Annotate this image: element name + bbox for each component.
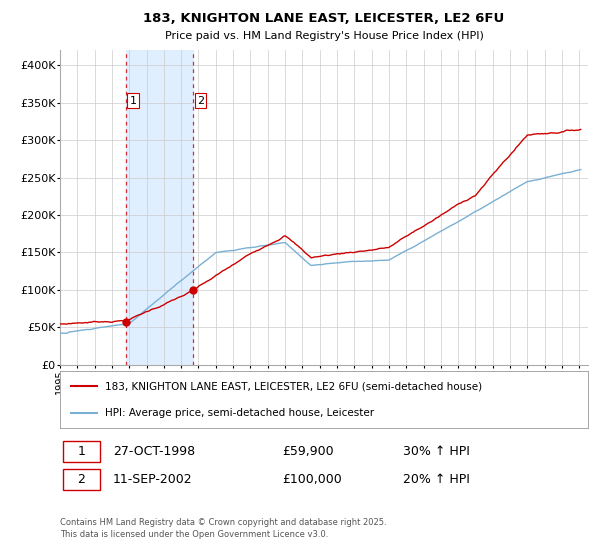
Text: 183, KNIGHTON LANE EAST, LEICESTER, LE2 6FU: 183, KNIGHTON LANE EAST, LEICESTER, LE2 … [143,12,505,25]
Text: Price paid vs. HM Land Registry's House Price Index (HPI): Price paid vs. HM Land Registry's House … [164,31,484,41]
FancyBboxPatch shape [62,469,100,490]
Bar [126,50,193,365]
Text: 2: 2 [197,96,204,106]
FancyBboxPatch shape [62,441,100,461]
Text: Contains HM Land Registry data © Crown copyright and database right 2025.
This d: Contains HM Land Registry data © Crown c… [60,518,386,539]
Text: 20% ↑ HPI: 20% ↑ HPI [403,473,470,486]
Text: HPI: Average price, semi-detached house, Leicester: HPI: Average price, semi-detached house,… [105,408,374,418]
Text: 2: 2 [77,473,85,486]
Text: £100,000: £100,000 [282,473,341,486]
Text: 1: 1 [130,96,137,106]
Text: 30% ↑ HPI: 30% ↑ HPI [403,445,470,458]
Text: £59,900: £59,900 [282,445,334,458]
Text: 27-OCT-1998: 27-OCT-1998 [113,445,195,458]
Text: 1: 1 [77,445,85,458]
Text: 183, KNIGHTON LANE EAST, LEICESTER, LE2 6FU (semi-detached house): 183, KNIGHTON LANE EAST, LEICESTER, LE2 … [105,381,482,391]
Text: 11-SEP-2002: 11-SEP-2002 [113,473,193,486]
